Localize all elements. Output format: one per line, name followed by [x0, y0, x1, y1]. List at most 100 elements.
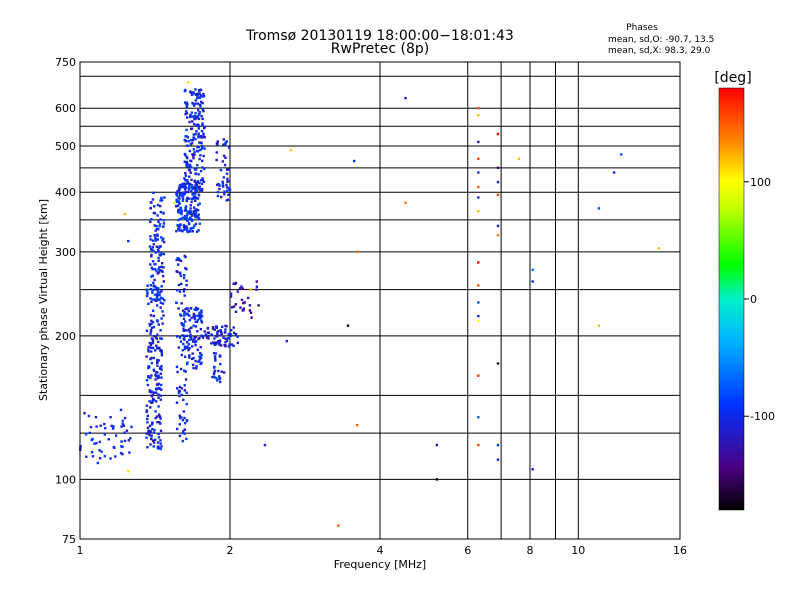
data-point: [150, 395, 153, 398]
data-point: [152, 314, 155, 318]
data-point: [150, 253, 153, 257]
data-point: [194, 192, 197, 195]
data-point: [220, 195, 223, 199]
data-point: [151, 427, 154, 431]
data-point: [157, 405, 160, 408]
data-point: [150, 255, 153, 258]
data-point: [188, 319, 192, 322]
data-point: [477, 157, 480, 160]
data-point: [155, 387, 158, 391]
data-point: [222, 154, 226, 157]
data-point: [149, 346, 153, 350]
data-point: [183, 310, 186, 314]
data-point: [148, 322, 151, 326]
data-point: [85, 455, 88, 458]
data-point: [197, 145, 200, 148]
data-point: [183, 288, 186, 291]
data-point: [150, 218, 153, 221]
data-point: [200, 130, 204, 133]
data-point: [123, 431, 126, 434]
data-point: [224, 337, 227, 340]
data-point: [160, 290, 163, 293]
data-point: [186, 190, 190, 194]
data-point: [224, 324, 227, 328]
data-point: [186, 103, 189, 106]
data-point: [176, 191, 179, 194]
data-point: [477, 171, 480, 174]
data-point: [184, 320, 187, 323]
data-point: [238, 287, 242, 290]
data-point: [163, 299, 166, 302]
data-point: [225, 183, 228, 187]
data-point: [184, 218, 187, 221]
data-point: [156, 358, 159, 362]
data-point: [149, 332, 152, 335]
data-point: [149, 430, 152, 433]
data-point: [87, 414, 91, 418]
data-point: [182, 276, 186, 280]
data-point: [154, 410, 157, 413]
data-point: [188, 354, 191, 357]
data-point: [201, 177, 204, 180]
data-point: [150, 322, 153, 325]
data-point: [201, 117, 204, 121]
data-point: [151, 268, 154, 271]
data-point: [531, 268, 534, 271]
data-point: [226, 198, 230, 201]
data-point: [477, 443, 480, 447]
data-point: [152, 191, 155, 194]
data-point: [186, 164, 190, 167]
data-point: [182, 398, 185, 402]
data-point: [198, 202, 201, 205]
data-point: [181, 216, 185, 219]
data-point: [175, 230, 178, 233]
data-point: [193, 224, 196, 227]
data-point: [157, 246, 161, 249]
data-point: [184, 101, 187, 104]
data-point: [184, 422, 187, 425]
data-point: [192, 133, 195, 136]
data-point: [192, 136, 196, 139]
data-point: [196, 146, 199, 149]
data-point: [145, 436, 148, 439]
data-point: [148, 400, 151, 403]
data-point: [199, 328, 202, 331]
data-point: [154, 251, 157, 254]
data-point: [183, 294, 186, 297]
data-point: [194, 213, 197, 216]
data-point: [159, 218, 162, 221]
data-point: [185, 402, 188, 406]
data-point: [189, 166, 193, 169]
data-point: [187, 218, 190, 221]
data-point: [198, 222, 201, 225]
data-point: [182, 325, 185, 328]
data-point: [182, 191, 185, 194]
data-point: [150, 434, 153, 437]
data-point: [154, 288, 157, 291]
data-point: [185, 227, 189, 230]
data-point: [189, 204, 192, 207]
data-point: [200, 315, 204, 318]
data-point: [435, 478, 438, 481]
data-point: [185, 307, 189, 311]
data-point: [182, 185, 185, 189]
data-point: [186, 116, 189, 119]
data-point: [257, 304, 260, 307]
data-point: [477, 107, 480, 110]
data-point: [496, 443, 500, 447]
data-point: [162, 237, 165, 240]
data-point: [187, 309, 190, 313]
data-point: [196, 92, 199, 95]
data-point: [223, 193, 226, 196]
data-point: [160, 269, 164, 273]
data-point: [207, 337, 210, 340]
data-point: [228, 343, 231, 346]
data-point: [178, 197, 181, 200]
data-point: [114, 455, 117, 458]
data-point: [178, 290, 182, 293]
data-point: [98, 449, 101, 452]
data-point: [186, 156, 189, 160]
data-point: [190, 93, 194, 96]
data-point: [125, 429, 129, 432]
data-point: [496, 132, 500, 136]
